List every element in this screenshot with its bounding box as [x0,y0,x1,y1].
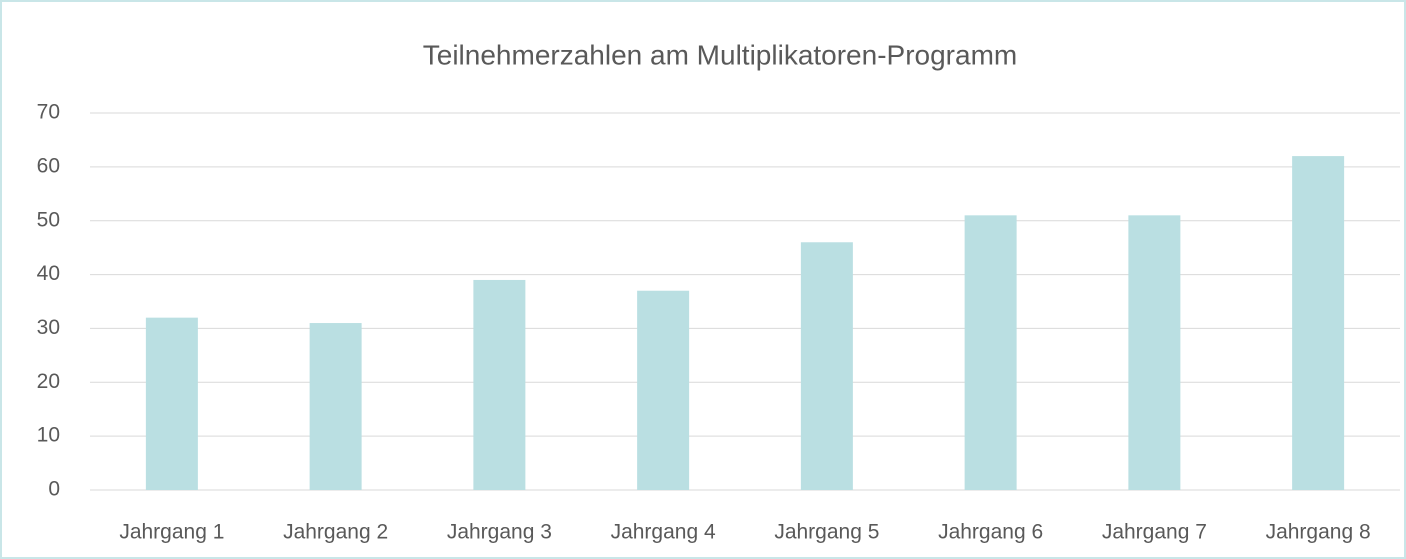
bar [637,290,690,490]
x-tick-label: Jahrgang 6 [938,521,1043,544]
bar [964,215,1017,491]
x-tick-label: Jahrgang 3 [447,521,552,544]
y-tick-label: 20 [37,370,60,393]
chart-title: Teilnehmerzahlen am Multiplikatoren-Prog… [423,39,1017,70]
x-tick-label: Jahrgang 2 [283,521,388,544]
bar [473,279,526,490]
y-tick-label: 40 [37,262,60,285]
x-tick-label: Jahrgang 1 [119,521,224,544]
y-tick-label: 30 [37,316,60,339]
y-tick-label: 0 [48,478,60,501]
x-tick-label: Jahrgang 8 [1266,521,1371,544]
y-tick-label: 60 [37,154,60,177]
x-tick-label: Jahrgang 5 [774,521,879,544]
y-tick-label: 10 [37,424,60,447]
y-tick-label: 50 [37,208,60,231]
x-tick-label: Jahrgang 4 [611,521,716,544]
bar [800,242,853,490]
y-tick-label: 70 [37,101,60,124]
bar [1128,215,1181,491]
x-tick-label: Jahrgang 7 [1102,521,1207,544]
bar [309,323,362,490]
bar [1292,156,1345,491]
bar [145,317,198,490]
